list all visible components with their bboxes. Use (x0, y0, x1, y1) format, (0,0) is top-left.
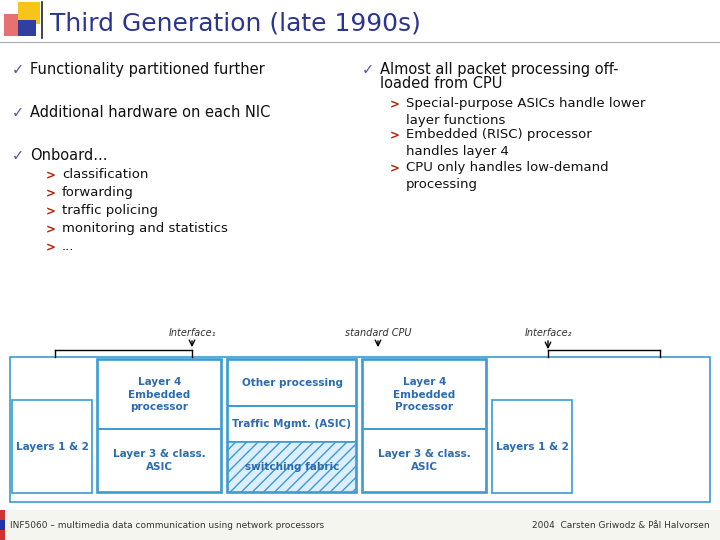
Text: >: > (46, 241, 56, 254)
Text: switching fabric: switching fabric (245, 462, 339, 472)
Text: >: > (390, 162, 400, 175)
Bar (363, 429, 486, 492)
Bar (362, 359, 487, 493)
Text: Layer 3 & class.
ASIC: Layer 3 & class. ASIC (378, 449, 471, 472)
Text: ✓: ✓ (12, 62, 24, 77)
Text: Special-purpose ASICs handle lower
layer functions: Special-purpose ASICs handle lower layer… (406, 97, 645, 127)
Bar (98, 360, 221, 429)
Text: monitoring and statistics: monitoring and statistics (62, 222, 228, 235)
Bar (18, 2, 40, 24)
Text: Layer 4
Embedded
Processor: Layer 4 Embedded Processor (393, 377, 456, 412)
Text: Third Generation (late 1990s): Third Generation (late 1990s) (50, 11, 421, 35)
Text: Layers 1 & 2: Layers 1 & 2 (16, 442, 89, 451)
Bar (18, 20, 36, 36)
Text: INF5060 – multimedia data communication using network processors: INF5060 – multimedia data communication … (10, 521, 324, 530)
Text: 2004  Carsten Griwodz & Pål Halvorsen: 2004 Carsten Griwodz & Pål Halvorsen (532, 521, 710, 530)
Text: Layers 1 & 2: Layers 1 & 2 (495, 442, 568, 451)
Text: ✓: ✓ (12, 105, 24, 120)
Bar (98, 429, 221, 492)
Bar (228, 360, 356, 406)
Bar (0, 510, 5, 540)
Text: Onboard...: Onboard... (30, 148, 107, 163)
Text: loaded from CPU: loaded from CPU (380, 76, 503, 91)
Text: Other processing: Other processing (241, 378, 343, 388)
Text: >: > (46, 169, 56, 182)
Text: standard CPU: standard CPU (345, 328, 411, 338)
Bar (492, 400, 572, 493)
Bar (363, 360, 486, 429)
Text: classification: classification (62, 168, 148, 181)
Bar (228, 406, 356, 442)
Bar (97, 359, 222, 493)
Text: Functionality partitioned further: Functionality partitioned further (30, 62, 265, 77)
Text: Layer 3 & class.
ASIC: Layer 3 & class. ASIC (113, 449, 206, 472)
Text: forwarding: forwarding (62, 186, 134, 199)
Bar (12, 400, 92, 493)
Text: Additional hardware on each NIC: Additional hardware on each NIC (30, 105, 271, 120)
Text: Interface₂: Interface₂ (524, 328, 572, 338)
Text: ...: ... (62, 240, 74, 253)
Text: >: > (46, 223, 56, 236)
Bar (228, 442, 356, 492)
Text: ✓: ✓ (12, 148, 24, 163)
Text: ✓: ✓ (362, 62, 374, 77)
Text: >: > (46, 187, 56, 200)
Bar (0, 520, 5, 530)
Bar (4, 14, 26, 36)
Text: Embedded (RISC) processor
handles layer 4: Embedded (RISC) processor handles layer … (406, 128, 592, 158)
Text: CPU only handles low-demand
processing: CPU only handles low-demand processing (406, 161, 608, 191)
Text: Traffic Mgmt. (ASIC): Traffic Mgmt. (ASIC) (233, 419, 351, 429)
Text: Almost all packet processing off-: Almost all packet processing off- (380, 62, 618, 77)
Text: traffic policing: traffic policing (62, 204, 158, 217)
Bar (10, 357, 710, 502)
Text: Interface₁: Interface₁ (168, 328, 216, 338)
Text: >: > (390, 129, 400, 142)
Text: >: > (390, 98, 400, 111)
Bar (227, 359, 357, 493)
Bar (0, 510, 720, 540)
Text: Layer 4
Embedded
processor: Layer 4 Embedded processor (128, 377, 191, 412)
Text: >: > (46, 205, 56, 218)
